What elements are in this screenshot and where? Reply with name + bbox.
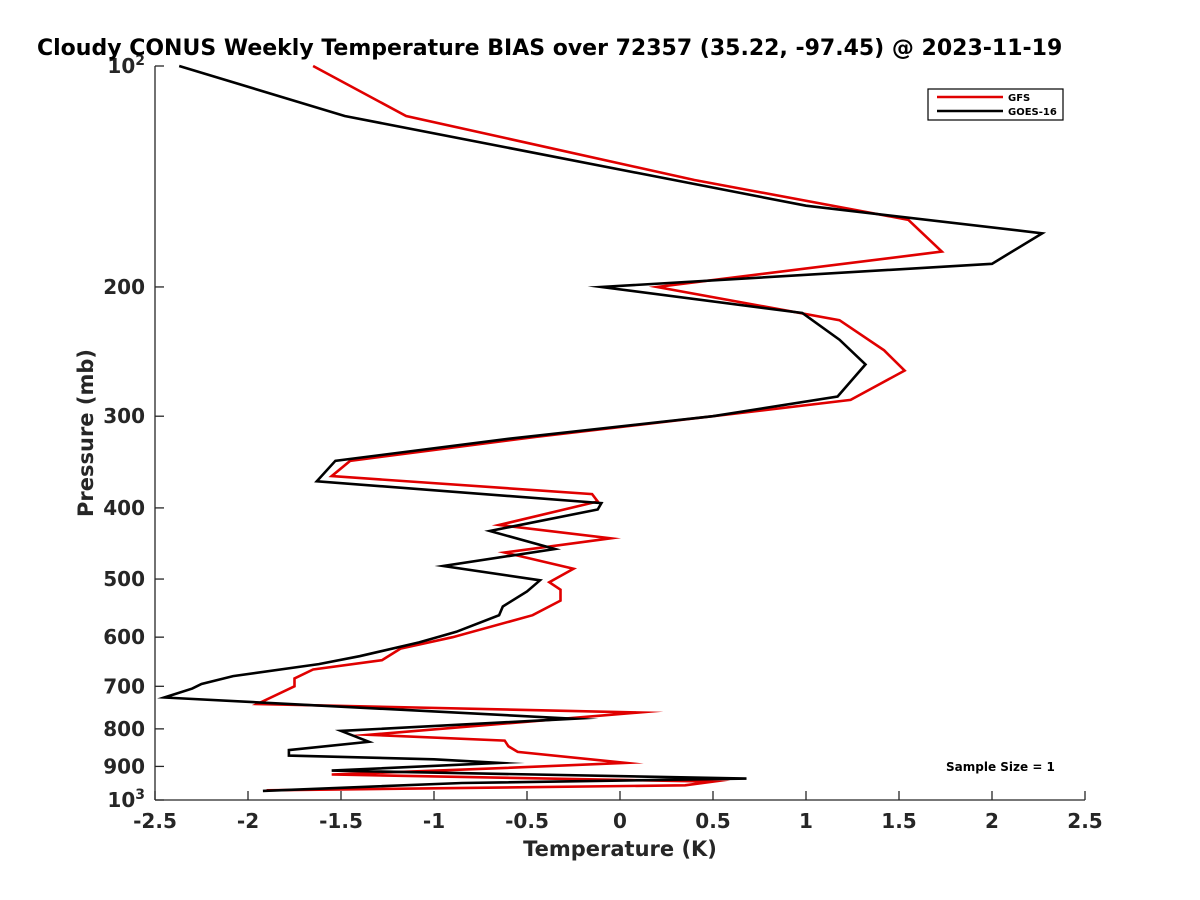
x-tick-label: 1	[799, 809, 813, 833]
sample-size-annotation: Sample Size = 1	[946, 760, 1055, 774]
y-tick-label: 900	[103, 754, 145, 778]
legend-label-goes16: GOES-16	[1008, 107, 1057, 118]
x-tick-label: -0.5	[505, 809, 549, 833]
y-tick-label: 200	[103, 275, 145, 299]
legend-box	[927, 88, 1064, 121]
x-tick-label: 2	[985, 809, 999, 833]
y-tick-label: 600	[103, 625, 145, 649]
series-line-goes16	[157, 64, 1047, 793]
x-tick-label: 2.5	[1067, 809, 1102, 833]
x-tick-label: 1.5	[881, 809, 916, 833]
series-line-gfs	[251, 64, 945, 792]
x-tick-label: 0	[613, 809, 627, 833]
x-tick-label: -1	[423, 809, 445, 833]
series-layer	[157, 64, 1047, 793]
y-axis-ticks: 102 200 300 400 500 600 700 800 900 103	[103, 53, 164, 812]
y-tick-label: 500	[103, 567, 145, 591]
x-axis-ticks: -2.5 -2 -1.5 -1 -0.5 0 0.5 1 1.5 2 2.5	[133, 791, 1103, 833]
x-tick-label: 0.5	[695, 809, 730, 833]
legend-label-gfs: GFS	[1008, 93, 1030, 104]
y-tick-label: 700	[103, 674, 145, 698]
x-tick-label: -2.5	[133, 809, 177, 833]
chart-title: Cloudy CONUS Weekly Temperature BIAS ove…	[37, 36, 1062, 61]
x-tick-label: -1.5	[319, 809, 363, 833]
y-tick-label: 800	[103, 717, 145, 741]
y-tick-label: 400	[103, 496, 145, 520]
axes-background	[155, 66, 1085, 800]
x-axis-label: Temperature (K)	[523, 837, 717, 861]
y-axis-label: Pressure (mb)	[74, 349, 98, 517]
y-tick-label: 102	[107, 53, 145, 78]
x-tick-label: -2	[237, 809, 259, 833]
y-tick-label: 300	[103, 404, 145, 428]
legend: GFS GOES-16	[927, 88, 1064, 121]
y-tick-label: 103	[107, 787, 145, 812]
